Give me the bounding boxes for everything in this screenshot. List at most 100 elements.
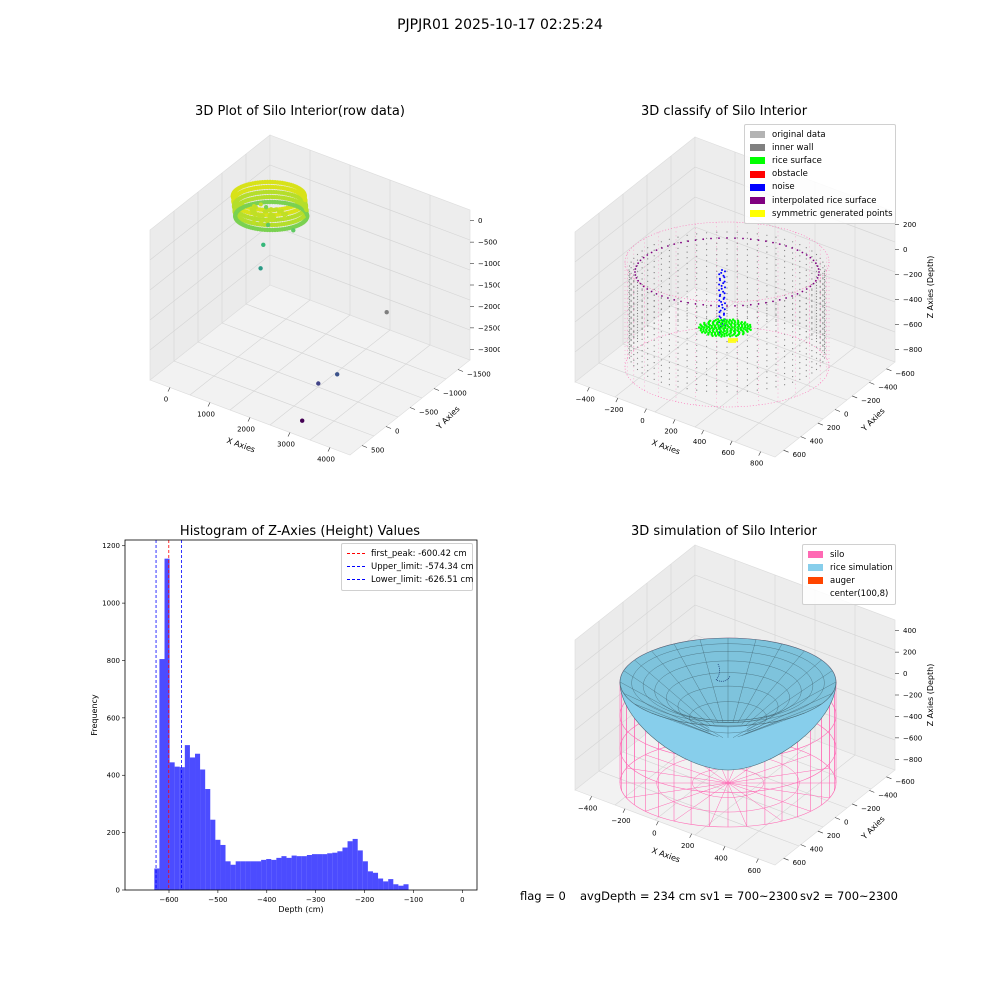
cls-inner-wall-point bbox=[628, 335, 631, 337]
cls-inner-wall-point bbox=[799, 356, 801, 358]
cls-interpolated-point bbox=[817, 274, 820, 276]
cls-inner-wall-point bbox=[686, 234, 688, 236]
cls-inner-wall-point bbox=[726, 248, 728, 250]
cls-inner-wall-point bbox=[799, 277, 801, 279]
cls-inner-wall-point bbox=[647, 314, 649, 316]
cls-inner-wall-point bbox=[823, 279, 826, 281]
cls-rice-surface-point bbox=[749, 325, 752, 329]
cls-inner-wall-point bbox=[716, 340, 718, 342]
cls-inner-wall-point bbox=[775, 341, 777, 343]
cls-inner-wall-point bbox=[653, 345, 655, 347]
cls-rice-surface-point bbox=[721, 331, 725, 334]
cls-noise-point bbox=[720, 300, 723, 303]
cls-inner-wall-point bbox=[706, 249, 708, 251]
cls-inner-wall-point bbox=[641, 322, 643, 324]
sim-legend-label: auger bbox=[830, 575, 855, 586]
cls-inner-wall-point bbox=[633, 268, 635, 271]
cls-inner-wall-point bbox=[660, 258, 662, 260]
cls-inner-wall-point bbox=[811, 278, 813, 280]
sim-legend-entry: rice simulation bbox=[808, 561, 893, 574]
sim-rice-mesh-spoke bbox=[741, 712, 805, 736]
cls-inner-wall-point bbox=[636, 309, 639, 312]
cls-inner-wall-point bbox=[766, 268, 768, 270]
raw-x-tick-label: 2000 bbox=[237, 426, 255, 434]
cls-inner-wall-point bbox=[641, 272, 643, 274]
cls-inner-wall-point bbox=[811, 294, 813, 296]
cls-inner-wall-point bbox=[819, 268, 821, 271]
cls-interpolated-point bbox=[655, 249, 658, 252]
cls-inner-wall-point bbox=[716, 374, 718, 376]
cls-inner-wall-point bbox=[823, 310, 826, 312]
cls-inner-wall-point bbox=[823, 265, 826, 267]
cls-inner-wall-point bbox=[815, 315, 818, 317]
histogram-bar bbox=[311, 854, 318, 890]
cls-rice-surface-point bbox=[711, 334, 714, 338]
cls-inner-wall-point bbox=[815, 324, 818, 326]
cls-inner-wall-point bbox=[633, 348, 635, 350]
raw-data-point bbox=[260, 218, 264, 223]
cls-inner-wall-point bbox=[815, 312, 818, 315]
cls-interpolated-point bbox=[710, 237, 712, 240]
raw-z-tick-label: −500 bbox=[478, 239, 497, 247]
cls-inner-wall-point bbox=[819, 309, 821, 311]
cls-inner-wall-point bbox=[736, 310, 738, 312]
cls-inner-wall-point bbox=[822, 272, 824, 274]
cls-inner-wall-point bbox=[819, 331, 821, 333]
cls-inner-wall-point bbox=[668, 300, 670, 302]
cls-inner-wall-point bbox=[756, 306, 758, 308]
raw-grid-line bbox=[197, 341, 399, 418]
cls-rice-surface-point bbox=[697, 326, 701, 329]
cls-y-tick bbox=[783, 449, 789, 453]
cls-inner-wall-point bbox=[775, 247, 777, 249]
cls-inner-wall-point bbox=[641, 305, 643, 307]
cls-inner-wall-point bbox=[696, 383, 698, 386]
cls-inner-wall-point bbox=[660, 370, 662, 372]
cls-inner-wall-point bbox=[716, 315, 718, 317]
cls-inner-wall-point bbox=[641, 294, 643, 296]
cls-inner-wall-point bbox=[660, 353, 662, 355]
histogram-bar bbox=[347, 841, 353, 890]
cls-inner-wall-point bbox=[653, 277, 655, 279]
cls-inner-wall-point bbox=[660, 308, 662, 310]
sim-y-tick bbox=[886, 776, 892, 780]
cls-inner-wall-point bbox=[630, 322, 632, 324]
cls-inner-wall-point bbox=[636, 293, 639, 295]
cls-inner-wall-point bbox=[805, 247, 807, 249]
cls-inner-wall-point bbox=[668, 238, 670, 240]
cls-legend-swatch bbox=[750, 183, 765, 191]
cls-inner-wall-point bbox=[819, 336, 821, 338]
cls-inner-wall-point bbox=[823, 327, 826, 329]
cls-noise-point bbox=[720, 284, 723, 287]
cls-inner-wall-point bbox=[641, 288, 643, 290]
cls-inner-wall-point bbox=[805, 375, 807, 377]
cls-inner-wall-point bbox=[811, 312, 813, 314]
cls-inner-wall-point bbox=[668, 322, 670, 324]
cls-inner-wall-point bbox=[792, 370, 794, 372]
histogram-bar bbox=[245, 861, 251, 890]
cls-inner-wall-point bbox=[696, 344, 698, 346]
histogram-bar bbox=[403, 884, 409, 890]
cls-inner-wall-point bbox=[633, 365, 635, 367]
cls-inner-wall-point bbox=[799, 362, 801, 364]
cls-inner-wall-point bbox=[822, 361, 824, 363]
sim-legend-swatch bbox=[808, 591, 823, 598]
cls-inner-wall-point bbox=[756, 327, 758, 330]
cls-inner-wall-point bbox=[824, 342, 826, 344]
cls-inner-wall-point bbox=[766, 365, 768, 367]
cls-inner-wall-point bbox=[811, 256, 813, 258]
sim-y-tick-label: −200 bbox=[861, 805, 880, 813]
cls-inner-wall-point bbox=[677, 314, 679, 317]
cls-inner-wall-point bbox=[784, 249, 786, 252]
histogram-bar bbox=[383, 881, 389, 890]
histogram-bar bbox=[291, 855, 297, 890]
cls-inner-wall-point bbox=[636, 287, 639, 289]
cls-inner-wall-point bbox=[766, 337, 768, 339]
cls-inner-wall-point bbox=[630, 344, 632, 346]
cls-noise-point bbox=[723, 276, 726, 279]
status-flag: flag = 0 bbox=[520, 889, 566, 903]
cls-inner-wall-point bbox=[756, 378, 758, 380]
sim-grid-line bbox=[694, 739, 816, 836]
cls-inner-wall-point bbox=[668, 277, 670, 280]
cls-inner-wall-point bbox=[653, 272, 655, 274]
cls-inner-wall-point bbox=[726, 287, 728, 289]
